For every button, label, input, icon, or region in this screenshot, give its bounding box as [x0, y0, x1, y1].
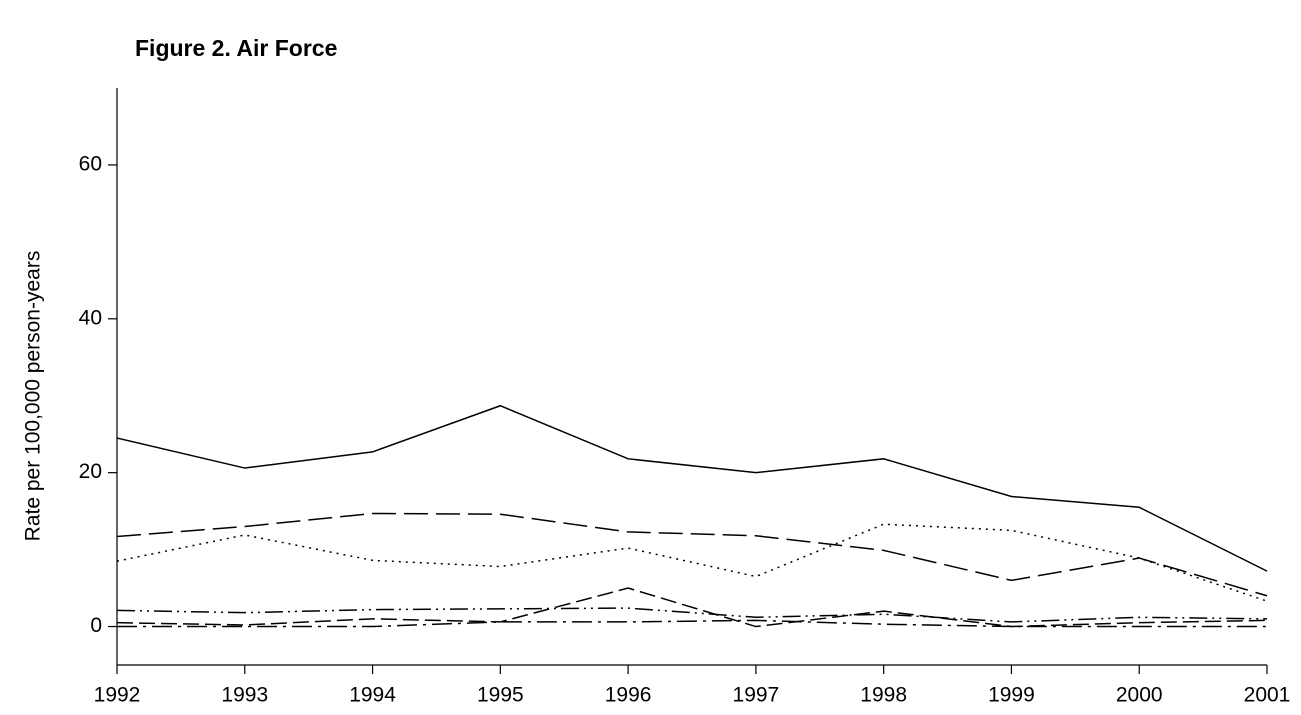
series-line: [116, 512, 1268, 597]
x-tick-label: 2001: [1244, 684, 1291, 707]
y-axis-label: Rate per 100,000 person-years: [22, 251, 45, 542]
x-tick-label: 1998: [860, 684, 907, 707]
series-line: [117, 619, 1267, 628]
x-tick-label: 1999: [988, 684, 1035, 707]
x-tick-label: 1996: [605, 684, 652, 707]
x-tick-label: 1994: [349, 684, 396, 707]
x-tick-label: 1995: [477, 684, 524, 707]
y-tick-label: 60: [79, 152, 102, 175]
x-tick-label: 1992: [94, 684, 141, 707]
y-tick-label: 20: [79, 460, 102, 483]
x-tick-label: 1993: [221, 684, 268, 707]
y-tick-label: 40: [79, 306, 102, 329]
series-line: [116, 404, 1268, 572]
series-line: [116, 587, 1268, 628]
x-tick-label: 1997: [733, 684, 780, 707]
x-tick-label: 2000: [1116, 684, 1163, 707]
chart-title: Figure 2. Air Force: [135, 35, 337, 61]
series-line: [116, 523, 1268, 602]
series-line: [116, 607, 1268, 623]
y-tick-label: 0: [90, 614, 102, 637]
